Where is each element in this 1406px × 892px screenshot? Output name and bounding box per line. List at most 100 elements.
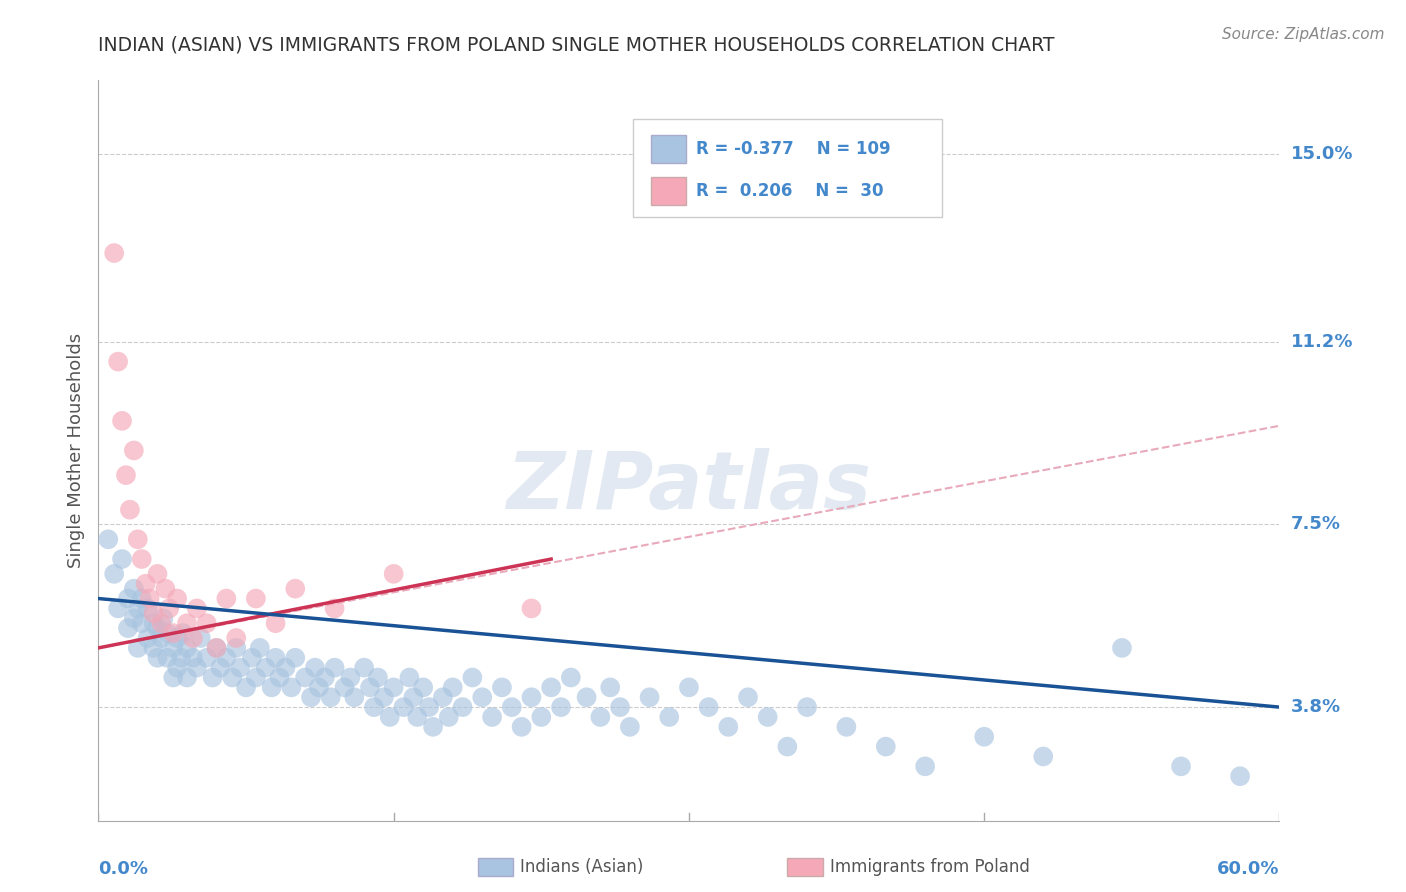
Point (166, 631, 188, 645)
Point (353, 660, 375, 674)
Point (142, 640, 165, 655)
Point (245, 591, 267, 606)
Text: R =  0.206    N =  30: R = 0.206 N = 30 (696, 182, 884, 200)
Point (1170, 759, 1192, 773)
Point (418, 700, 440, 714)
Point (367, 671, 389, 685)
Point (314, 671, 336, 685)
Point (170, 650, 193, 665)
Point (392, 700, 415, 714)
Point (323, 660, 346, 674)
Point (575, 690, 598, 705)
Point (264, 616, 287, 631)
Point (97, 533, 120, 547)
Point (136, 601, 159, 615)
Point (382, 681, 405, 695)
Point (339, 671, 361, 685)
Point (520, 601, 543, 615)
Point (142, 607, 165, 621)
Point (205, 640, 228, 655)
Point (225, 640, 247, 655)
Point (284, 650, 307, 665)
Point (697, 700, 720, 714)
Point (363, 700, 385, 714)
Point (235, 681, 257, 695)
Point (378, 710, 401, 724)
Point (162, 671, 184, 685)
Point (796, 700, 818, 714)
Point (599, 681, 621, 695)
Point (398, 671, 420, 685)
Point (122, 611, 145, 625)
Point (127, 640, 149, 655)
Point (215, 650, 238, 665)
Point (155, 582, 177, 596)
Point (373, 690, 395, 705)
Point (260, 681, 283, 695)
Point (176, 640, 198, 655)
Point (122, 443, 145, 458)
Point (737, 690, 759, 705)
Text: 0.0%: 0.0% (98, 860, 149, 878)
Point (540, 681, 562, 695)
Text: ZIPatlas: ZIPatlas (506, 449, 872, 526)
Point (776, 739, 799, 754)
Point (914, 759, 936, 773)
Point (1229, 769, 1251, 783)
Point (249, 640, 271, 655)
Point (162, 626, 184, 640)
Point (973, 730, 995, 744)
Text: 7.5%: 7.5% (1291, 516, 1340, 533)
Point (432, 690, 454, 705)
Point (254, 660, 277, 674)
Point (437, 710, 460, 724)
Point (550, 700, 572, 714)
Point (441, 681, 464, 695)
Text: 60.0%: 60.0% (1218, 860, 1279, 878)
Point (107, 601, 129, 615)
Point (1032, 749, 1054, 764)
Point (402, 690, 425, 705)
Point (308, 681, 330, 695)
Point (146, 621, 169, 635)
Point (264, 650, 287, 665)
Text: 3.8%: 3.8% (1291, 698, 1341, 716)
Point (875, 739, 897, 754)
Point (510, 720, 533, 734)
Point (221, 671, 243, 685)
Point (166, 591, 188, 606)
Point (560, 671, 582, 685)
Point (131, 591, 153, 606)
Point (166, 660, 188, 674)
Point (103, 566, 125, 581)
Point (131, 616, 153, 631)
Point (319, 690, 342, 705)
Point (658, 710, 681, 724)
Point (530, 710, 553, 724)
Point (520, 690, 543, 705)
Point (117, 621, 139, 635)
Point (589, 710, 612, 724)
Point (717, 720, 740, 734)
Point (157, 601, 180, 615)
Point (294, 671, 316, 685)
Point (678, 681, 700, 695)
Point (240, 650, 263, 665)
Point (638, 690, 661, 705)
Point (150, 616, 173, 631)
Point (138, 591, 160, 606)
Point (150, 631, 173, 645)
Point (176, 671, 198, 685)
Point (471, 690, 494, 705)
Point (162, 640, 184, 655)
Text: Indians (Asian): Indians (Asian) (520, 858, 644, 876)
Text: INDIAN (ASIAN) VS IMMIGRANTS FROM POLAND SINGLE MOTHER HOUSEHOLDS CORRELATION CH: INDIAN (ASIAN) VS IMMIGRANTS FROM POLAND… (98, 36, 1054, 54)
Point (756, 710, 779, 724)
Text: 15.0%: 15.0% (1291, 145, 1353, 163)
Point (245, 671, 267, 685)
Point (181, 650, 204, 665)
Point (835, 720, 858, 734)
Point (115, 468, 138, 483)
Point (136, 631, 159, 645)
Point (359, 681, 381, 695)
